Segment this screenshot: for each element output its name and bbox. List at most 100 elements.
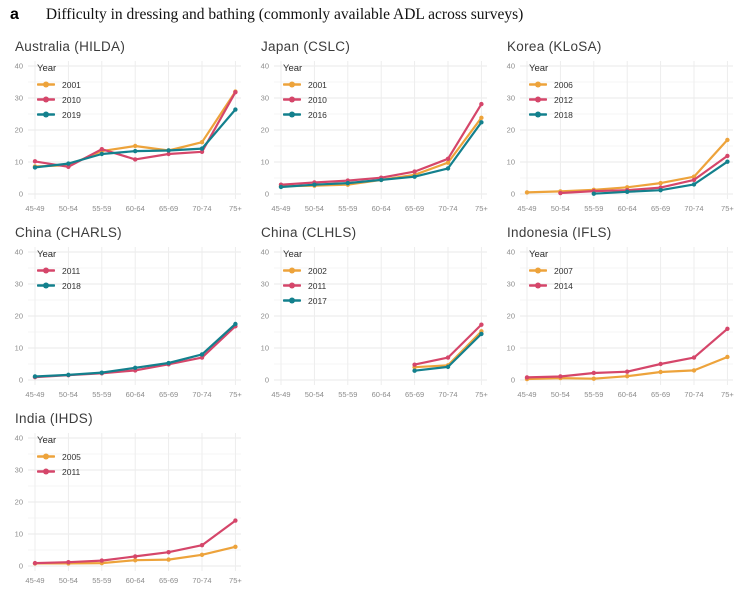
legend-item: 2011	[283, 278, 327, 293]
legend-item: 2011	[37, 464, 81, 479]
legend-item: 2012	[529, 92, 573, 107]
data-point	[558, 374, 563, 379]
x-tick-label: 65-69	[405, 204, 424, 213]
data-point	[725, 153, 730, 159]
panel-legend: Year 2005 2011	[37, 435, 81, 479]
x-tick-label: 55-59	[338, 204, 357, 213]
data-point	[591, 191, 596, 196]
x-tick-label: 75+	[475, 204, 488, 213]
data-point	[166, 148, 171, 153]
x-tick-label: 75+	[229, 576, 242, 585]
legend-item: 2001	[283, 77, 327, 92]
legend-item-label: 2001	[62, 79, 81, 90]
legend-item: 2019	[37, 107, 81, 122]
data-point	[199, 146, 205, 151]
panel-legend: Year 2002 2011 2017	[283, 249, 327, 308]
y-tick-label: 30	[15, 280, 23, 289]
data-point	[625, 373, 630, 379]
legend-item: 2002	[283, 263, 327, 278]
x-tick-label: 65-69	[651, 204, 670, 213]
data-point	[133, 148, 138, 154]
legend-item-label: 2018	[554, 109, 573, 120]
legend-item-label: 2011	[62, 466, 81, 477]
legend-item: 2018	[37, 278, 81, 293]
data-point	[625, 189, 630, 194]
legend-key-icon	[283, 282, 301, 289]
panel-title: Indonesia (IFLS)	[507, 225, 612, 240]
data-point	[691, 177, 697, 183]
chart-panel: Korea (KLoSA) 0 10 20 30 40 45-49 50-54 55-59 60-…	[493, 36, 739, 222]
legend-title: Year	[529, 249, 549, 260]
panel-title: India (IHDS)	[15, 411, 93, 426]
data-point	[133, 554, 138, 559]
x-tick-label: 75+	[229, 204, 242, 213]
data-point	[625, 369, 630, 374]
x-tick-label: 60-64	[372, 390, 391, 399]
data-point	[479, 101, 484, 107]
y-tick-label: 20	[261, 126, 269, 135]
legend-item-label: 2002	[308, 265, 327, 276]
legend-key-icon	[37, 96, 55, 103]
x-tick-label: 65-69	[405, 390, 424, 399]
panel-legend: Year 2001 2010 2019	[37, 63, 81, 122]
data-point	[199, 355, 205, 360]
data-point	[199, 149, 205, 154]
legend-item-label: 2006	[554, 79, 573, 90]
x-tick-label: 45-49	[271, 204, 290, 213]
x-tick-label: 70-74	[192, 390, 211, 399]
data-point	[66, 372, 71, 378]
chart-panel: China (CHARLS) 0 10 20 30 40 45-49 50-54 55-59 60…	[1, 222, 247, 408]
y-tick-label: 30	[15, 466, 23, 475]
y-tick-label: 40	[261, 62, 269, 71]
data-point	[412, 368, 417, 373]
legend-item-label: 2007	[554, 265, 573, 276]
y-tick-label: 40	[507, 62, 515, 71]
panel-title: Japan (CSLC)	[261, 39, 351, 54]
legend-key-icon	[283, 111, 301, 118]
data-point	[479, 120, 484, 125]
legend-item: 2010	[283, 92, 327, 107]
panel-title: Australia (HILDA)	[15, 39, 126, 54]
panel-legend: Year 2007 2014	[529, 249, 573, 293]
panel-legend: Year 2011 2018	[37, 249, 81, 293]
panel-chart-svg: 0 10 20 30 40 45-49 50-54 55-59 60-64 65-69 70-74 7…	[15, 61, 242, 213]
x-tick-label: 75+	[721, 204, 734, 213]
chart-panel: Indonesia (IFLS) 0 10 20 30 40 45-49 50-54 55-59…	[493, 222, 739, 408]
y-tick-label: 0	[19, 190, 23, 199]
legend-key-icon	[37, 267, 55, 274]
data-point	[479, 322, 484, 327]
y-tick-label: 20	[507, 312, 515, 321]
x-tick-label: 45-49	[25, 576, 44, 585]
data-point	[166, 151, 171, 157]
panel-title: China (CLHLS)	[261, 225, 357, 240]
data-point	[199, 543, 205, 548]
figure-label: a	[10, 6, 19, 23]
data-point	[32, 374, 38, 379]
y-tick-label: 0	[265, 376, 269, 385]
x-tick-label: 55-59	[92, 204, 111, 213]
data-point	[591, 370, 596, 376]
chart-panel: India (IHDS) 0 10 20 30 40 45-49 50-54 55-59 60-6…	[1, 408, 247, 594]
data-point	[412, 174, 417, 179]
chart-panel: Australia (HILDA) 0 10 20 30 40 45-49 50-54 55-5…	[1, 36, 247, 222]
x-tick-label: 45-49	[25, 390, 44, 399]
x-tick-label: 50-54	[59, 204, 78, 213]
legend-key-icon	[529, 96, 547, 103]
legend-item: 2005	[37, 449, 81, 464]
legend-item-label: 2011	[308, 280, 327, 291]
data-point	[166, 360, 171, 366]
x-tick-label: 65-69	[159, 390, 178, 399]
data-point	[278, 184, 284, 190]
panel-chart-svg: 0 10 20 30 40 45-49 50-54 55-59 60-64 65-69 70-74 7…	[15, 433, 242, 585]
data-point	[691, 182, 697, 187]
data-point	[558, 190, 563, 196]
legend-item-label: 2017	[308, 295, 327, 306]
x-tick-label: 50-54	[59, 576, 78, 585]
y-tick-label: 20	[15, 498, 23, 507]
data-point	[233, 518, 238, 523]
x-tick-label: 45-49	[517, 204, 536, 213]
chart-panel: Japan (CSLC) 0 10 20 30 40 45-49 50-54 55-59 60-6…	[247, 36, 493, 222]
legend-item: 2010	[37, 92, 81, 107]
legend-item: 2011	[37, 263, 81, 278]
data-point	[725, 137, 730, 143]
